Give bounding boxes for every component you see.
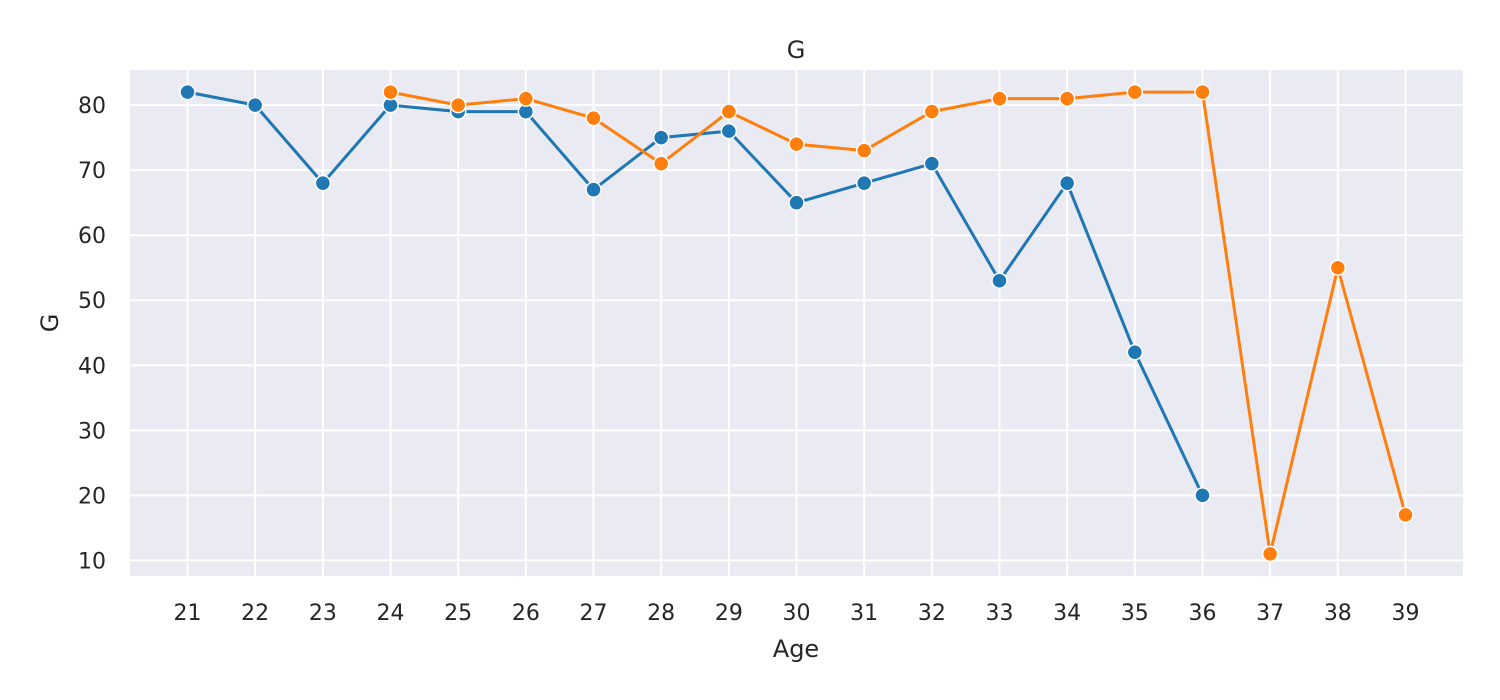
x-tick-label: 38 [1324,601,1352,626]
series-2-point [1261,545,1279,563]
y-tick-label: 70 [78,159,106,184]
series-1-point [585,181,602,198]
series-1-point [720,122,738,140]
chart-title: G [787,36,806,64]
x-tick-label: 31 [850,601,878,626]
series-2-line [390,90,1407,556]
y-axis-label: G [36,314,64,333]
x-tick-label: 23 [309,601,337,626]
series-1-line [187,90,1204,496]
series-2-point [382,83,399,101]
series-1-point [991,272,1008,289]
x-tick-label: 33 [985,601,1013,626]
x-tick-labels: 21 22 23 24 25 26 27 28 29 30 31 32 33 34 35 36 37 38 39 [174,601,1420,626]
x-tick-label: 34 [1053,601,1081,626]
x-tick-label: 26 [512,601,540,626]
x-tick-label: 27 [580,601,608,626]
series-1-point [1058,174,1076,192]
grid-lines [130,70,1463,576]
series-2-point [1058,90,1076,107]
x-tick-label: 37 [1256,601,1284,626]
series-1-point [1194,487,1211,504]
series-1-point [179,83,196,101]
x-tick-label: 25 [444,601,472,626]
series-2-point [449,96,467,114]
x-tick-label: 35 [1121,601,1149,626]
y-tick-label: 40 [78,354,106,379]
series-2-point [1397,506,1414,524]
x-tick-label: 32 [918,601,946,626]
x-tick-label: 30 [783,601,811,626]
y-tick-labels: 10 20 30 40 50 60 70 80 [78,94,106,574]
series-2-point [720,103,738,120]
series-2-point [517,90,535,107]
series-2-point [788,135,805,153]
x-tick-label: 36 [1188,601,1216,626]
y-tick-label: 80 [78,94,106,119]
series-1-point [1126,344,1144,361]
x-tick-label: 29 [715,601,743,626]
series-2-point [923,103,941,120]
series-markers [179,83,1414,563]
series-2-point [855,142,873,159]
x-tick-label: 39 [1391,601,1419,626]
series-2-point [1329,259,1347,276]
series-2-point [991,90,1008,107]
x-tick-label: 28 [647,601,675,626]
series-1-point [246,96,264,114]
y-tick-label: 30 [78,419,106,444]
series-2-point [585,109,602,127]
series-2-point [652,155,670,172]
y-tick-label: 10 [78,549,106,574]
y-tick-label: 60 [78,224,106,249]
series-lines [187,90,1407,556]
series-2-point [1194,83,1211,101]
series-2-point [1126,83,1144,101]
series-1-point [788,194,805,211]
series-1-point [652,129,670,146]
series-1-point [314,174,332,192]
x-tick-label: 24 [377,601,405,626]
x-axis-label: Age [773,635,819,663]
y-tick-label: 50 [78,289,106,314]
x-tick-label: 21 [174,601,202,626]
series-1-point [855,174,873,192]
series-1-point [923,155,941,172]
y-tick-label: 20 [78,484,106,509]
x-tick-label: 22 [241,601,269,626]
